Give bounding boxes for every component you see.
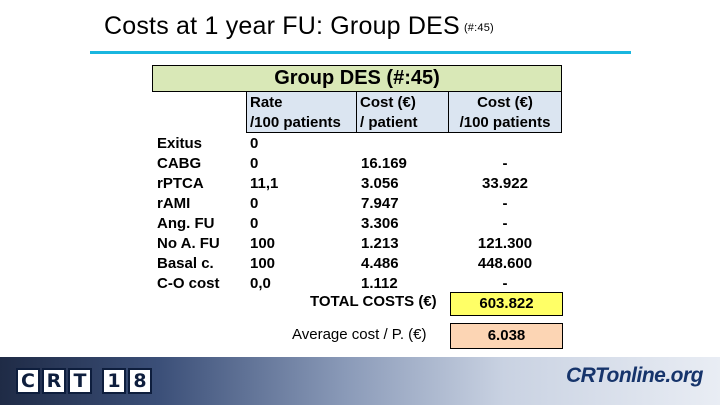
slide-title-text: Costs at 1 year FU: Group DES — [104, 12, 460, 40]
row-rate: 0 — [250, 195, 259, 212]
average-cost-value: 6.038 — [450, 323, 563, 349]
row-cost-per-100: - — [502, 215, 508, 232]
row-rate: 100 — [250, 235, 276, 252]
row-cost-per-100: - — [502, 195, 508, 212]
row-label: CABG — [157, 155, 202, 172]
row-cost-per-100: 33.922 — [482, 175, 528, 192]
header-cost-per-100-line1: Cost (€) — [477, 94, 533, 111]
row-label: C-O cost — [157, 275, 220, 292]
crt18-logo: C R T 1 8 — [16, 368, 152, 394]
row-cost-per-patient: 1.213 — [361, 235, 399, 252]
row-cost-per-patient: 16.169 — [361, 155, 407, 172]
header-cost-per-patient-line1: Cost (€) — [360, 94, 416, 111]
row-label: Ang. FU — [157, 215, 215, 232]
row-cost-per-patient: 4.486 — [361, 255, 399, 272]
header-cost-per-patient: Cost (€) / patient — [356, 91, 449, 133]
row-rate: 0 — [250, 215, 259, 232]
logo-crt: CRT — [566, 364, 607, 387]
logo-letter: 8 — [128, 368, 152, 394]
header-rate-line2: /100 patients — [250, 114, 341, 131]
row-cost-per-patient: 3.306 — [361, 215, 399, 232]
row-cost-per-patient: 3.056 — [361, 175, 399, 192]
crtonline-logo: CRTonline.org — [566, 364, 703, 388]
row-label: rPTCA — [157, 175, 204, 192]
row-label: Basal c. — [157, 255, 214, 272]
table-banner: Group DES (#:45) — [152, 65, 562, 92]
row-rate: 0 — [250, 135, 259, 152]
logo-online: online.org — [606, 364, 704, 387]
title-underline — [90, 51, 631, 54]
row-cost-per-100: 448.600 — [477, 255, 533, 272]
header-rate-line1: Rate — [250, 94, 283, 111]
average-cost-label: Average cost / P. (€) — [292, 326, 427, 343]
header-rate: Rate /100 patients — [246, 91, 357, 133]
logo-letter: 1 — [102, 368, 126, 394]
row-cost-per-patient: 1.112 — [361, 275, 398, 292]
slide-title: Costs at 1 year FU: Group DES (#:45) — [104, 12, 494, 41]
row-cost-per-100: - — [502, 155, 508, 172]
row-rate: 0 — [250, 155, 259, 172]
total-costs-label: TOTAL COSTS (€) — [310, 293, 437, 310]
row-cost-per-100: 121.300 — [477, 235, 533, 252]
row-rate: 0,0 — [250, 275, 271, 292]
logo-letter: T — [68, 368, 92, 394]
total-costs-value: 603.822 — [450, 292, 563, 316]
logo-letter: C — [16, 368, 40, 394]
row-cost-per-patient: 7.947 — [361, 195, 399, 212]
header-cost-per-patient-line2: / patient — [360, 114, 418, 131]
header-cost-per-100-line2: /100 patients — [459, 114, 551, 131]
row-cost-per-100: - — [502, 275, 508, 292]
row-rate: 100 — [250, 255, 276, 272]
logo-letter: R — [42, 368, 66, 394]
row-rate: 11,1 — [250, 175, 279, 192]
row-label: Exitus — [157, 135, 203, 152]
header-cost-per-100: Cost (€) /100 patients — [448, 91, 562, 133]
row-label: rAMI — [157, 195, 191, 212]
row-label: No A. FU — [157, 235, 220, 252]
slide-subtitle: (#:45) — [463, 22, 494, 34]
